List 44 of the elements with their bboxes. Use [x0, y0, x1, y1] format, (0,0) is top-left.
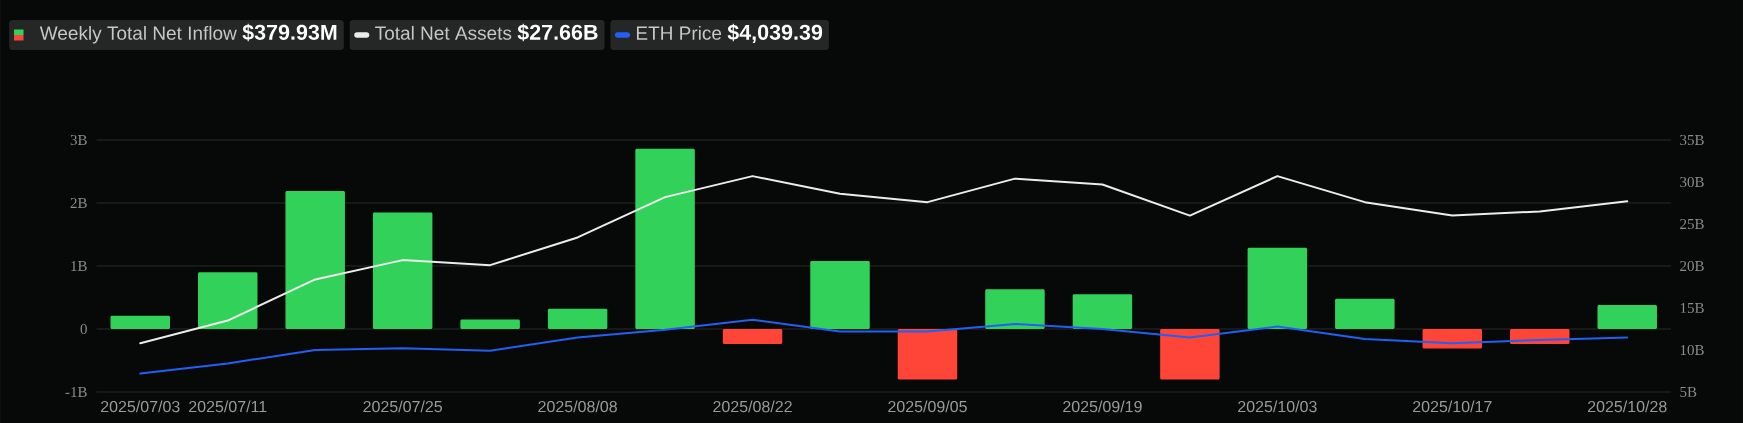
bar — [897, 328, 958, 380]
y-tick-label: 3B — [70, 134, 87, 146]
y2-tick-label: 5B — [1680, 387, 1697, 397]
x-tick-label: 2025/07/11 — [189, 400, 267, 413]
x-tick-label: 2025/10/17 — [1413, 400, 1492, 413]
y2-tick-label: 35B — [1680, 134, 1704, 146]
bar — [547, 308, 608, 329]
y-tick-label: 0 — [80, 323, 87, 335]
x-tick-label: 2025/10/28 — [1588, 400, 1667, 413]
bar — [1422, 328, 1483, 349]
y2-tick-label: 10B — [1680, 344, 1704, 356]
x-tick-label: 2025/08/22 — [713, 400, 792, 413]
bar — [460, 319, 520, 329]
legend-label: ETH Price $4,039.39 — [636, 23, 823, 43]
y-tick-label: 2B — [70, 198, 87, 208]
bar — [810, 260, 870, 329]
bar — [372, 212, 433, 329]
y2-tick-label: 20B — [1680, 260, 1704, 272]
x-tick-label: 2025/09/19 — [1063, 400, 1142, 413]
bar — [1247, 247, 1308, 329]
x-tick-label: 2025/08/08 — [538, 400, 617, 413]
x-tick-label: 2025/09/05 — [888, 400, 967, 413]
y-tick-label: 1B — [71, 261, 87, 271]
y-tick-label: -1B — [65, 387, 87, 397]
x-tick-label: 2025/10/03 — [1238, 400, 1317, 413]
bar — [1160, 328, 1220, 380]
bar — [722, 328, 783, 345]
bar — [1597, 305, 1657, 329]
bar — [110, 315, 170, 329]
bar — [1335, 298, 1395, 329]
bar — [635, 148, 695, 329]
y2-tick-label: 15B — [1680, 302, 1704, 314]
legend-label: Total Net Assets $27.66B — [375, 23, 598, 42]
x-tick-label: 2025/07/25 — [363, 400, 443, 413]
line-series — [139, 175, 1629, 345]
bar — [197, 272, 258, 329]
y2-tick-label: 25B — [1680, 218, 1704, 230]
line-series — [139, 318, 1629, 375]
y2-tick-label: 30B — [1680, 176, 1704, 188]
bar — [285, 191, 345, 329]
bar — [1072, 294, 1133, 329]
bar — [985, 289, 1045, 329]
legend-label: Weekly Total Net Inflow $379.93M — [39, 23, 337, 44]
x-tick-label: 2025/07/03 — [101, 400, 180, 413]
